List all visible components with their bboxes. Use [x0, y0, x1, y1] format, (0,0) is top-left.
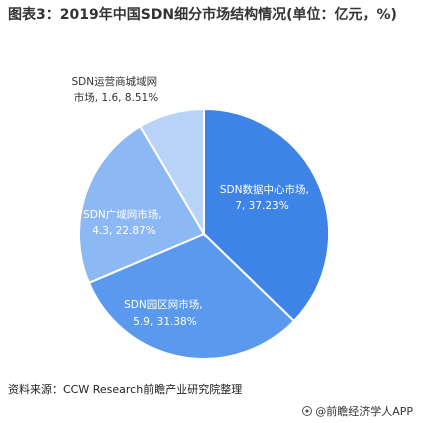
- slice-label-campus-line2: 5.9, 31.38%: [133, 316, 196, 328]
- slice-label-data-center-line2: 7, 37.23%: [235, 200, 288, 212]
- slice-label-data-center: SDN数据中心市场, 7, 37.23%: [220, 183, 312, 212]
- pie-slices: [78, 107, 330, 360]
- pie-slice-wan: [78, 125, 206, 285]
- brand-watermark: @前瞻经济学人APP: [302, 403, 413, 419]
- slice-label-wan: SDN广域网市场, 4.3, 22.87%: [83, 208, 165, 237]
- slice-label-campus: SDN园区网市场, 5.9, 31.38%: [124, 298, 206, 328]
- pie-slice-data-center: [203, 107, 330, 323]
- pie-slice-campus: [87, 232, 296, 360]
- source-note: 资料来源：CCW Research前瞻产业研究院整理: [8, 383, 243, 396]
- slice-label-metro-line1: SDN运营商城域网: [72, 75, 158, 88]
- chart-title: 图表3：2019年中国SDN细分市场结构情况(单位：亿元，%): [8, 7, 397, 23]
- pie-slice-metro: [138, 107, 205, 238]
- slice-label-wan-line2: 4.3, 22.87%: [92, 225, 155, 237]
- brand-logo-icon: [302, 406, 313, 416]
- slice-label-metro: SDN运营商城域网 市场, 1.6, 8.51%: [72, 75, 161, 104]
- slice-label-metro-line2: 市场, 1.6, 8.51%: [74, 91, 158, 104]
- slice-label-wan-line1: SDN广域网市场,: [83, 208, 161, 221]
- brand-text: @前瞻经济学人APP: [315, 405, 413, 418]
- slice-label-data-center-line1: SDN数据中心市场,: [220, 183, 309, 196]
- slice-label-campus-line1: SDN园区网市场,: [124, 298, 202, 311]
